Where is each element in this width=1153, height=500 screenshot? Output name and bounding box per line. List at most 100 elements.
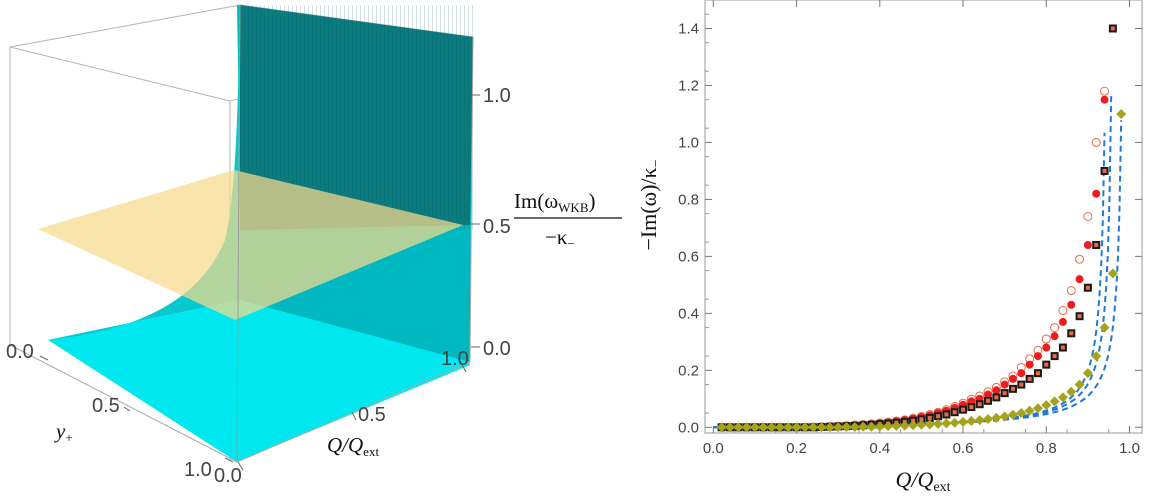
point-red-circle [992,386,1001,395]
point-olive-diamond [1066,386,1077,397]
point-square-inner [994,395,999,400]
point-open-circle [1058,306,1068,316]
point-square-inner [1077,314,1082,319]
scatter-plot: 0.0 0.2 0.4 0.6 0.8 1.0 0.0 0.2 0.4 0.6 0.8 1.0 1.2 1… [636,0,1143,495]
x-tick-label: 0.4 [869,440,890,457]
z-label-denominator: −κ− [545,225,575,251]
point-olive-diamond [933,418,944,429]
x-tick-label: 0.0 [703,440,724,457]
point-open-circle [1091,137,1101,147]
point-square-inner [1027,376,1032,381]
y-axis-label: y+ [54,419,73,445]
point-olive-diamond [816,422,827,433]
point-square-inner [1035,371,1040,376]
point-olive-diamond [916,419,927,430]
point-square-inner [1102,168,1107,173]
point-olive-diamond [749,422,760,433]
point-red-circle [1000,380,1009,389]
z-tick-label: 0.5 [483,216,511,238]
box-edge [9,4,241,48]
point-olive-diamond [1024,405,1035,416]
y-tick [123,406,131,412]
point-red-circle [1017,369,1026,378]
point-olive-diamond [874,421,885,432]
point-square-inner [1044,362,1049,367]
point-olive-diamond [999,411,1010,422]
point-olive-diamond [733,422,744,433]
point-square-inner [1069,331,1074,336]
fit-curve [713,94,1113,429]
point-olive-diamond [741,422,752,433]
z-tick-label: 1.0 [483,85,511,107]
point-olive-diamond [866,421,877,432]
z-axis: 1.0 0.5 0.0 [471,85,511,360]
point-square-inner [1019,382,1024,387]
point-olive-diamond [1041,400,1052,411]
point-olive-diamond [1032,403,1043,414]
y-tick-label: 0.6 [678,248,699,265]
point-red-circle [1058,317,1067,326]
fit-curves [713,94,1123,429]
y-axis: 0.0 0.5 1.0 y+ [6,341,234,481]
point-olive-diamond [758,422,769,433]
point-open-circle [1041,334,1051,344]
point-olive-diamond [958,416,969,427]
point-olive-diamond [724,422,735,433]
plot-frame [704,0,1143,434]
point-red-circle [1033,352,1042,361]
point-olive-diamond [791,422,802,433]
point-square-inner [986,398,991,403]
point-olive-diamond [1007,409,1018,420]
x-tick-label: 0.5 [358,404,386,426]
box-edge [469,36,474,363]
point-red-circle [1025,360,1034,369]
box-edge [9,46,231,102]
point-olive-diamond [808,422,819,433]
point-open-circle [1083,212,1093,221]
point-red-circle [1092,189,1101,198]
point-olive-diamond [991,412,1002,423]
point-red-circle [1100,95,1109,104]
y-tick-label: 0.0 [6,341,34,363]
point-open-circle [1075,254,1085,264]
y-tick-label: 0.5 [92,395,120,417]
point-red-circle [1067,300,1076,309]
data-points [716,24,1127,433]
point-square-inner [969,405,974,410]
x-tick-label: 0.6 [953,440,974,457]
point-olive-diamond [1116,108,1127,119]
y-tick-label: 1.4 [678,20,699,37]
fit-curve [713,120,1123,429]
box-edge [236,361,471,463]
x-tick [351,411,357,421]
x-tick-label: 0.8 [1036,440,1057,457]
point-olive-diamond [783,422,794,433]
box-front-edges [9,4,474,463]
point-olive-diamond [883,421,894,432]
point-square-inner [927,415,932,420]
point-square-inner [952,410,957,415]
yellow-plane [38,170,463,320]
point-olive-diamond [891,420,902,431]
point-square-inner [1002,391,1007,396]
x-axis: 0.0 0.5 1.0 Q/Qext [214,348,469,487]
point-olive-diamond [941,418,952,429]
point-olive-diamond [924,419,935,430]
x-tick [237,461,244,471]
point-olive-diamond [1107,268,1118,279]
point-red-circle [1008,374,1017,383]
y-axis-title: −Im(ω)/κ− [636,159,664,250]
point-red-circle [1042,343,1051,352]
point-olive-diamond [799,422,810,433]
point-olive-diamond [766,422,777,433]
point-open-circle [1066,286,1076,296]
point-olive-diamond [974,415,985,426]
point-square-inner [944,412,949,417]
y-tick-label: 1.0 [678,134,699,151]
point-red-circle [984,390,993,399]
plot-axes: 0.0 0.2 0.4 0.6 0.8 1.0 0.0 0.2 0.4 0.6 0.8 1.0 1.2 1… [678,0,1142,457]
point-olive-diamond [841,422,852,433]
y-tick-label: 0.2 [678,362,699,379]
